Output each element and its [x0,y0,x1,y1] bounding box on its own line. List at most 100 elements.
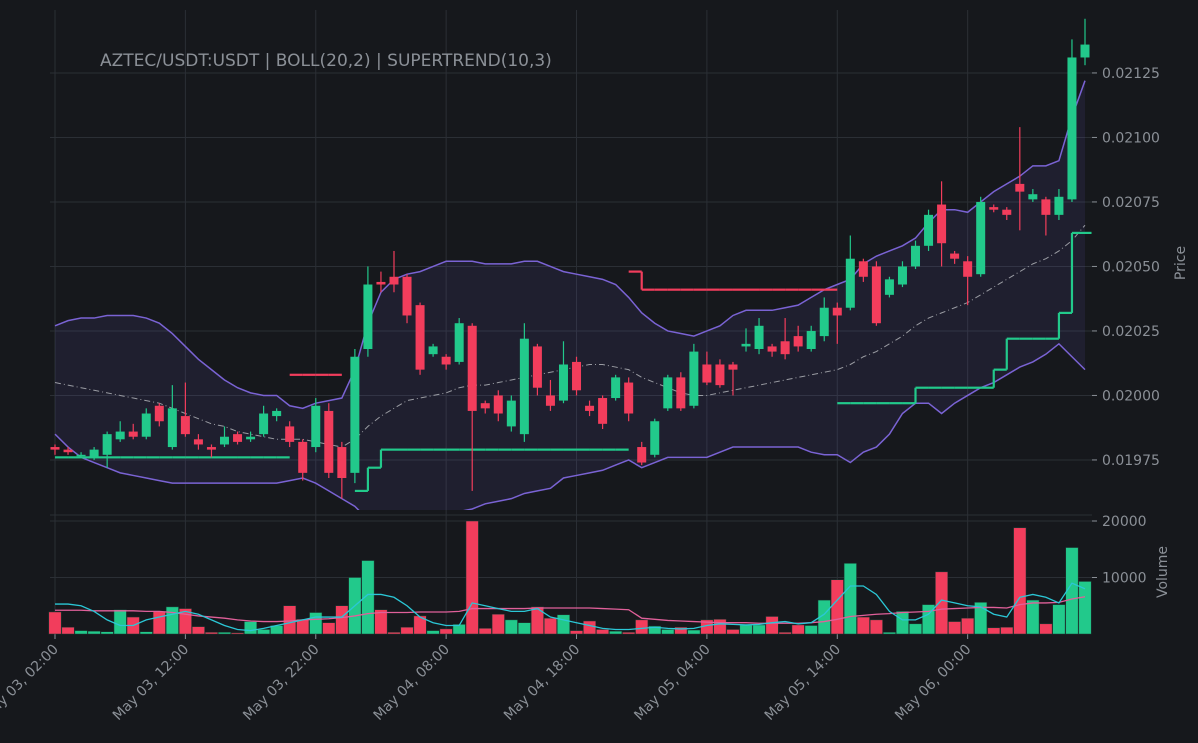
volume-bar [48,611,62,635]
volume-bar [570,630,583,635]
volume-bar [596,629,610,635]
volume-bar [726,629,740,635]
volume-bar [191,626,205,635]
volume-bar [387,632,401,635]
candle-body [676,377,686,409]
volume-tick-label: 20000 [1102,514,1147,530]
volume-bar [165,606,179,635]
candle-body [480,403,490,409]
volume-bar [400,626,414,635]
volume-bar [856,616,870,635]
candle-body [180,416,190,435]
candle-body [545,395,555,406]
volume-bar [882,632,896,635]
volume-bar [113,609,127,635]
candle-body [806,330,816,350]
candle-body [871,266,881,324]
volume-bar [439,628,453,635]
candle-body [219,436,229,445]
candle-body [858,261,868,277]
volume-bar [557,614,570,635]
candle-body [1054,196,1064,215]
volume-bar [231,632,244,635]
volume-bar [909,623,922,635]
candle-body [1002,209,1012,215]
volume-bar [465,520,479,635]
volume-bar [322,622,336,635]
candle-body [1080,44,1090,58]
volume-bar [61,626,75,635]
volume-bar [296,619,310,635]
candle-body [454,323,464,362]
volume-ma-fast [55,582,1086,632]
candle-body [663,377,673,409]
volume-panel [48,520,1092,635]
candle-body [558,364,568,401]
candle-body [924,214,934,246]
band-fill [55,80,1085,510]
volume-bar [139,631,153,635]
volume-bar [491,613,505,635]
candle-body [689,351,699,406]
y-tick-label: 0.02100 [1102,130,1160,146]
candle-body [376,281,386,285]
bollinger-middle [54,224,1086,448]
volume-bar [817,599,831,635]
candle-body [598,398,608,424]
candle-body [585,405,595,411]
volume-bar [543,617,557,635]
volume-bar [530,606,544,635]
candle-body [793,336,803,347]
candle-body [141,413,151,437]
candle-body [702,364,712,383]
candle-body [350,356,360,473]
bollinger-lower [54,342,1086,510]
candle-body [428,346,438,355]
candle-body [154,405,164,422]
volume-bar [1013,527,1027,635]
candle-body [767,346,777,352]
volume-bar [100,631,114,635]
volume-bar [413,615,427,635]
y-tick-label: 0.02125 [1102,66,1160,82]
volume-bar [635,619,649,635]
volume-bar [648,625,662,635]
candle-body [206,447,216,450]
volume-bar [283,605,297,635]
volume-bar [974,602,988,635]
candle-body [167,408,177,448]
volume-bar [218,632,231,635]
volume-bar [374,609,388,635]
volume-bar [1065,547,1079,635]
volume-bar [87,630,101,635]
candle-body [963,261,973,277]
candle-body [298,441,308,473]
volume-bar [622,632,636,635]
candle-body [1028,194,1038,200]
candle-body [1041,199,1051,215]
candle-body [845,258,855,308]
candle-body [650,421,660,455]
volume-bar [791,624,805,635]
y-tick-label: 0.02000 [1102,388,1160,404]
volume-bar [687,629,701,635]
volume-bar [778,632,792,635]
volume-bar [843,563,857,635]
volume-bar [830,579,844,635]
y-tick-label: 0.01975 [1102,453,1160,469]
volume-bar [335,605,349,635]
candle-body [50,447,60,450]
volume-axis-label: Volume [1155,546,1171,598]
candle-body [493,395,503,414]
volume-bar [504,619,518,635]
candle-body [402,276,412,316]
volume-bar [1039,623,1053,635]
candle-body [911,245,921,267]
candle-body [572,361,582,391]
candle-body [624,382,634,414]
candle-body [233,434,243,442]
candle-body [780,341,790,355]
y-tick-label: 0.02075 [1102,195,1160,211]
volume-bar [739,624,753,635]
